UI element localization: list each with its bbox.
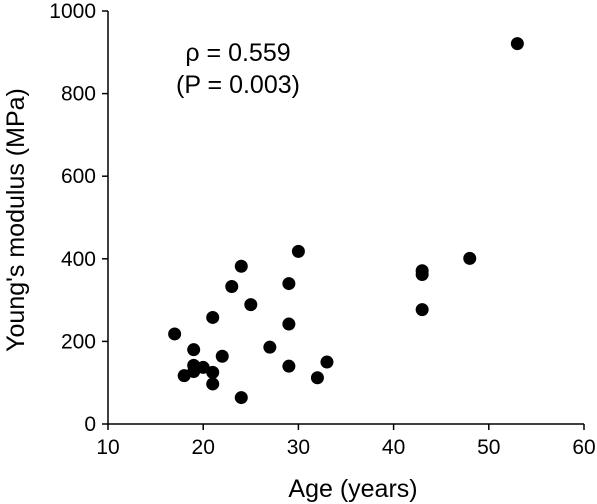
data-point [244, 298, 258, 312]
data-point [415, 267, 429, 281]
data-point [282, 359, 296, 373]
y-tick-label: 400 [61, 248, 96, 271]
y-tick-label: 600 [61, 165, 96, 188]
data-point [282, 317, 296, 331]
data-point [282, 277, 296, 291]
axes [107, 11, 584, 425]
x-tick-label: 40 [382, 436, 405, 459]
y-ticks: 0 200 400 600 800 1000 [49, 0, 108, 436]
x-tick-label: 10 [96, 436, 119, 459]
data-point [415, 303, 429, 317]
data-point [206, 310, 220, 324]
data-points [168, 37, 524, 405]
data-point [215, 349, 229, 363]
y-tick-label: 0 [84, 413, 96, 436]
correlation-coefficient-label: ρ = 0.559 [185, 39, 290, 67]
data-point [234, 259, 248, 273]
data-point [234, 391, 248, 405]
data-point [310, 371, 324, 385]
data-point [320, 355, 334, 369]
data-point [206, 377, 220, 391]
data-point [263, 340, 277, 354]
data-point [225, 279, 239, 293]
x-tick-label: 50 [477, 436, 500, 459]
x-ticks: 10 20 30 40 50 60 [96, 424, 596, 459]
data-point [463, 251, 477, 265]
y-tick-label: 1000 [49, 0, 96, 23]
x-axis-title: Age (years) [288, 475, 417, 503]
data-point [510, 37, 524, 51]
data-point [291, 244, 305, 258]
x-tick-label: 20 [192, 436, 215, 459]
p-value-label: (P = 0.003) [176, 71, 300, 99]
x-tick-label: 60 [572, 436, 595, 459]
y-tick-label: 800 [61, 83, 96, 106]
y-axis-title: Young's modulus (MPa) [2, 88, 30, 352]
data-point [206, 365, 220, 379]
data-point [187, 343, 201, 357]
x-tick-label: 30 [287, 436, 310, 459]
y-tick-label: 200 [61, 330, 96, 353]
data-point [168, 327, 182, 341]
